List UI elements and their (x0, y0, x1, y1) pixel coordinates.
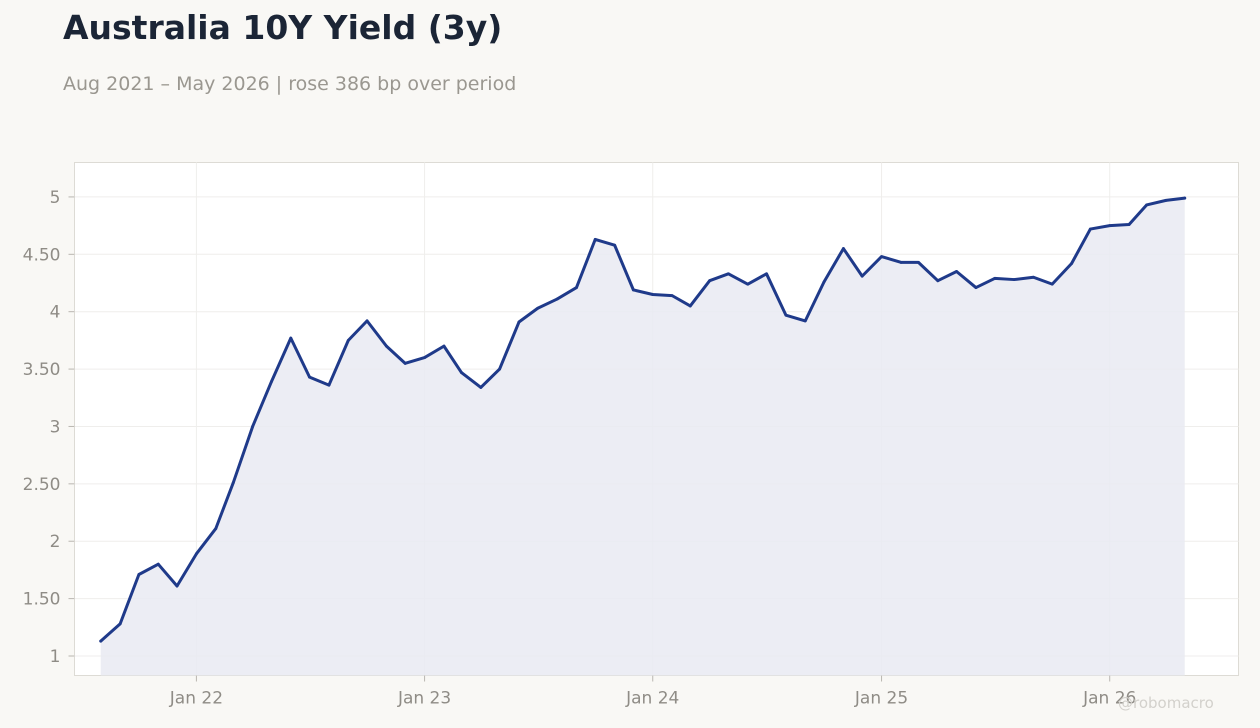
data-point (137, 573, 141, 576)
data-point (327, 383, 331, 387)
data-point (1164, 198, 1168, 202)
x-axis: Jan 22 Jan 23 Jan 24 Jan 25 Jan 26 (169, 675, 1136, 709)
data-point (613, 243, 617, 247)
data-point (555, 297, 559, 301)
x-tick-label: Jan 25 (854, 689, 908, 709)
data-point (365, 319, 369, 323)
y-tick-label: 3 (50, 417, 61, 437)
data-point (346, 338, 350, 342)
data-point (1050, 282, 1054, 286)
data-point (899, 260, 903, 264)
data-point (917, 260, 920, 264)
data-point (880, 255, 883, 259)
data-point (803, 319, 807, 323)
data-point (631, 288, 635, 292)
data-point (670, 294, 674, 298)
data-point (195, 552, 198, 556)
data-point (1012, 278, 1016, 281)
y-tick-label: 2.50 (23, 475, 61, 495)
data-point (175, 584, 179, 588)
data-point (442, 344, 446, 348)
data-point (974, 286, 978, 289)
data-point (784, 313, 788, 317)
data-point (765, 272, 768, 276)
y-tick-label: 5 (50, 188, 61, 208)
y-tick-label: 2 (50, 532, 61, 552)
data-point (498, 367, 501, 371)
data-point (231, 481, 235, 485)
data-point (936, 279, 940, 283)
watermark: @robomacro (1118, 694, 1214, 712)
data-point (460, 371, 463, 374)
data-point (1070, 262, 1073, 265)
data-point (423, 356, 426, 360)
y-tick-label: 1 (50, 647, 61, 667)
data-point (479, 386, 483, 389)
x-tick-label: Jan 24 (625, 689, 679, 709)
data-point (860, 274, 864, 278)
data-point (651, 293, 655, 296)
data-point (156, 562, 160, 566)
series-line (99, 196, 1187, 643)
data-point (1032, 275, 1035, 279)
y-tick-label: 4 (50, 303, 61, 323)
data-point (593, 237, 597, 241)
data-point (270, 380, 273, 384)
data-point (536, 306, 540, 310)
data-point (1088, 227, 1092, 231)
data-point (517, 320, 521, 324)
data-point (308, 375, 311, 379)
y-tick-label: 3.50 (23, 360, 61, 380)
data-point (1145, 203, 1149, 207)
data-point (403, 361, 407, 365)
data-point (955, 270, 958, 273)
data-point (251, 425, 255, 428)
chart-title: Australia 10Y Yield (3y) (63, 8, 503, 47)
chart-subtitle: Aug 2021 – May 2026 | rose 386 bp over p… (63, 73, 517, 95)
data-point (1127, 223, 1131, 226)
data-point (385, 344, 388, 348)
data-point (822, 280, 826, 284)
data-point (842, 247, 845, 250)
data-point (289, 336, 293, 340)
data-point (746, 282, 750, 286)
y-tick-label: 1.50 (23, 590, 61, 610)
x-tick-label: Jan 22 (169, 689, 223, 709)
y-tick-label: 4.50 (23, 245, 61, 265)
data-point (1183, 196, 1187, 200)
data-points (99, 196, 1187, 643)
y-axis: 1 1.50 2 2.50 3 3.50 4 4.50 5 (23, 188, 75, 667)
x-tick-label: Jan 26 (1082, 689, 1136, 709)
data-point (688, 304, 692, 308)
data-point (99, 639, 103, 643)
data-point (726, 272, 730, 276)
data-point (118, 622, 122, 626)
data-point (575, 286, 578, 289)
data-point (708, 279, 712, 283)
area-fill (100, 198, 1185, 676)
x-tick-label: Jan 23 (397, 689, 451, 709)
data-point (214, 527, 218, 531)
data-point (993, 277, 997, 280)
data-point (1108, 224, 1112, 228)
